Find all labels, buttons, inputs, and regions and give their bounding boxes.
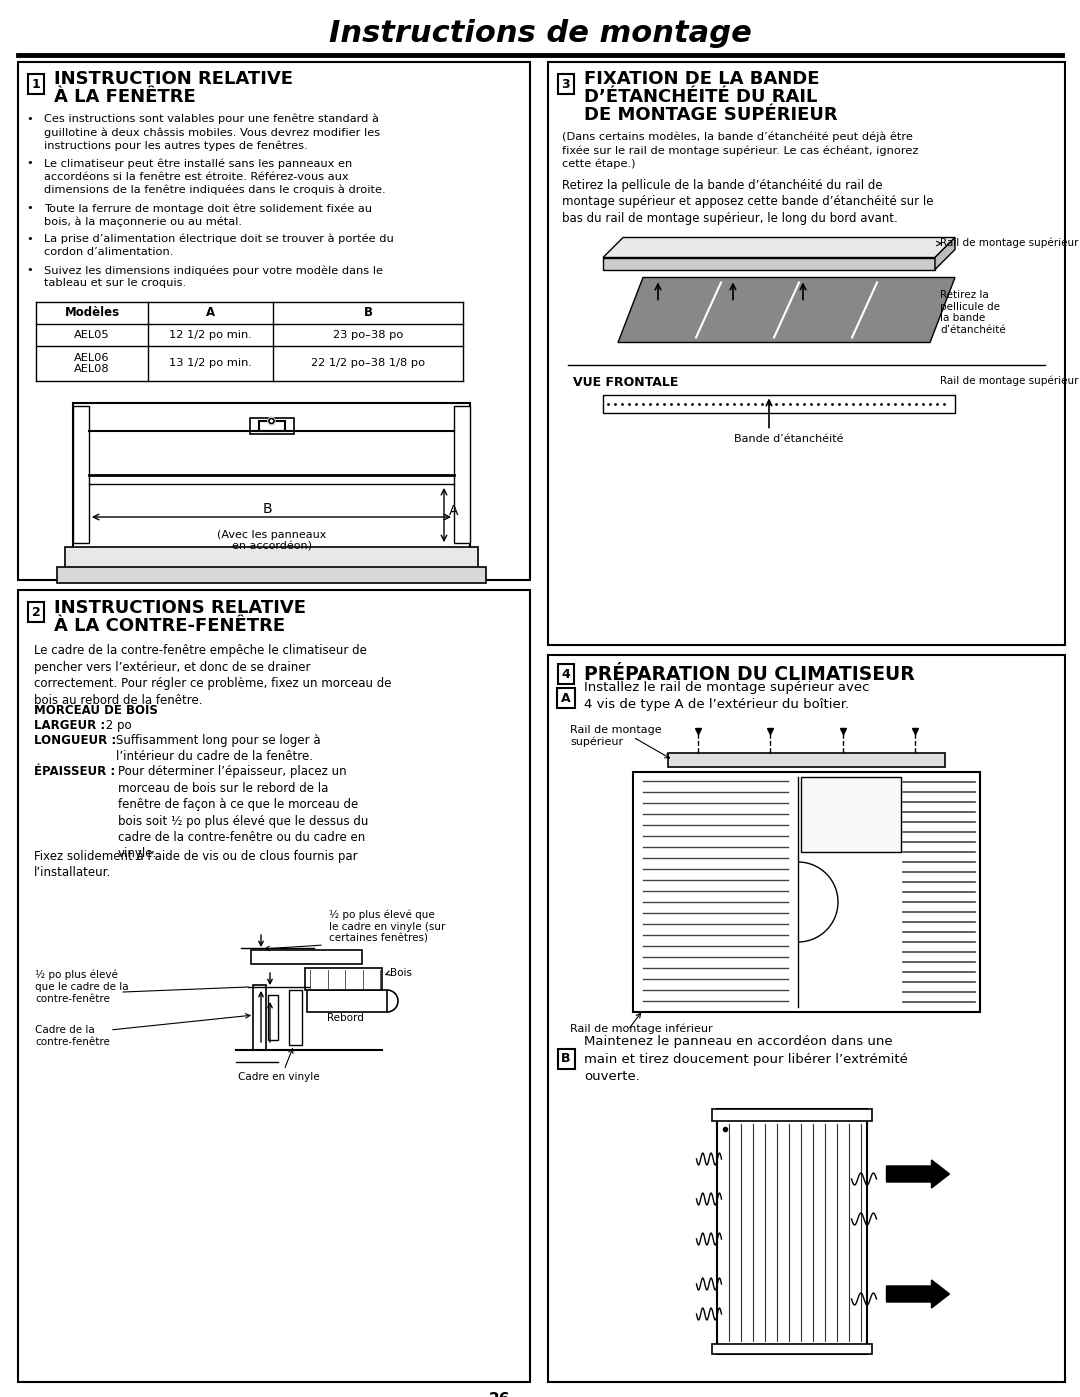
FancyArrow shape <box>887 1160 949 1187</box>
Text: •: • <box>27 158 33 169</box>
Bar <box>253 985 266 1051</box>
Text: 23 po–38 po: 23 po–38 po <box>333 330 403 339</box>
Text: AEL05: AEL05 <box>75 330 110 339</box>
Bar <box>18 590 530 1382</box>
Bar <box>73 407 89 543</box>
Text: INSTRUCTION RELATIVE: INSTRUCTION RELATIVE <box>54 70 293 88</box>
Circle shape <box>268 418 275 425</box>
Text: Fixez solidement à l’aide de vis ou de clous fournis par
l’installateur.: Fixez solidement à l’aide de vis ou de c… <box>33 849 357 880</box>
Text: FIXATION DE LA BANDE: FIXATION DE LA BANDE <box>584 70 820 88</box>
Text: Rail de montage supérieur: Rail de montage supérieur <box>940 237 1079 247</box>
Text: Suffisamment long pour se loger à
l’intérieur du cadre de la fenêtre.: Suffisamment long pour se loger à l’inté… <box>116 733 321 764</box>
Text: Cadre de la
contre-fenêtre: Cadre de la contre-fenêtre <box>35 1025 110 1046</box>
Text: Bande d’étanchéité: Bande d’étanchéité <box>734 434 843 444</box>
Text: Ces instructions sont valables pour une fenêtre standard à
guillotine à deux châ: Ces instructions sont valables pour une … <box>44 115 380 151</box>
Text: LARGEUR :: LARGEUR : <box>33 719 105 732</box>
Text: (Avec les panneaux
en accordéon): (Avec les panneaux en accordéon) <box>217 529 326 552</box>
Text: Rail de montage supérieur: Rail de montage supérieur <box>940 376 1079 386</box>
Bar <box>307 990 387 1011</box>
Text: ÉPAISSEUR :: ÉPAISSEUR : <box>33 766 116 778</box>
Text: A: A <box>449 504 459 518</box>
Bar <box>716 1109 866 1354</box>
Bar <box>712 1344 872 1354</box>
Text: •: • <box>27 115 33 124</box>
Bar <box>712 1109 872 1120</box>
Polygon shape <box>603 237 955 257</box>
Bar <box>289 990 302 1045</box>
Text: Rail de montage
supérieur: Rail de montage supérieur <box>570 725 662 747</box>
Text: 12 1/2 po min.: 12 1/2 po min. <box>170 330 252 339</box>
Bar <box>603 394 955 412</box>
Text: Retirez la pellicule de la bande d’étanchéité du rail de
montage supérieur et ap: Retirez la pellicule de la bande d’étanc… <box>562 179 933 225</box>
Bar <box>57 567 486 583</box>
Text: ½ po plus élevé
que le cadre de la
contre-fenêtre: ½ po plus élevé que le cadre de la contr… <box>35 970 129 1003</box>
Text: B: B <box>562 1052 570 1066</box>
Text: Retirez la
pellicule de
la bande
d’étanchéité: Retirez la pellicule de la bande d’étanc… <box>940 291 1005 335</box>
Text: •: • <box>27 203 33 212</box>
Bar <box>73 402 470 564</box>
Text: 26: 26 <box>489 1393 511 1397</box>
Bar <box>249 418 294 434</box>
Text: PRÉPARATION DU CLIMATISEUR: PRÉPARATION DU CLIMATISEUR <box>584 665 915 683</box>
Text: DE MONTAGE SUPÉRIEUR: DE MONTAGE SUPÉRIEUR <box>584 106 838 124</box>
Text: B: B <box>364 306 373 320</box>
Text: Cadre en vinyle: Cadre en vinyle <box>239 1071 320 1083</box>
Text: 2: 2 <box>31 605 40 619</box>
Text: ½ po plus élevé que
le cadre en vinyle (sur
certaines fenêtres): ½ po plus élevé que le cadre en vinyle (… <box>329 909 445 944</box>
Text: La prise d’alimentation électrique doit se trouver à portée du
cordon d’alimenta: La prise d’alimentation électrique doit … <box>44 235 394 257</box>
Bar <box>801 777 901 852</box>
Text: Bois: Bois <box>390 968 411 978</box>
Text: (Dans certains modèles, la bande d’étanchéité peut déjà être
fixée sur le rail d: (Dans certains modèles, la bande d’étanc… <box>562 131 918 169</box>
Bar <box>548 655 1065 1382</box>
Text: Instructions de montage: Instructions de montage <box>328 18 752 47</box>
Text: Rebord: Rebord <box>327 1013 364 1023</box>
Text: Le cadre de la contre-fenêtre empêche le climatiseur de
pencher vers l’extérieur: Le cadre de la contre-fenêtre empêche le… <box>33 644 391 707</box>
Bar <box>548 61 1065 645</box>
Text: A: A <box>206 306 215 320</box>
Text: 2 po: 2 po <box>102 719 132 732</box>
Text: 13 1/2 po min.: 13 1/2 po min. <box>168 359 252 369</box>
Polygon shape <box>618 278 955 342</box>
Bar <box>65 548 478 570</box>
Text: Installez le rail de montage supérieur avec
4 vis de type A de l’extérieur du bo: Installez le rail de montage supérieur a… <box>584 680 869 711</box>
Text: •: • <box>27 265 33 275</box>
Circle shape <box>268 418 275 425</box>
Text: 3: 3 <box>562 77 570 91</box>
Bar <box>268 995 278 1039</box>
Bar <box>669 753 945 767</box>
Text: •: • <box>27 235 33 244</box>
Bar <box>633 773 980 1011</box>
Bar <box>18 61 530 580</box>
Text: 1: 1 <box>31 77 40 91</box>
Text: VUE FRONTALE: VUE FRONTALE <box>573 376 678 388</box>
Text: Rail de montage inférieur: Rail de montage inférieur <box>570 1024 713 1035</box>
Polygon shape <box>935 237 955 270</box>
Text: À LA CONTRE-FENÊTRE: À LA CONTRE-FENÊTRE <box>54 617 285 636</box>
Text: 4: 4 <box>562 668 570 680</box>
Bar <box>454 407 470 543</box>
Text: 22 1/2 po–38 1/8 po: 22 1/2 po–38 1/8 po <box>311 359 426 369</box>
Text: B: B <box>262 502 272 515</box>
Bar <box>305 968 382 990</box>
Bar <box>258 420 284 432</box>
Text: AEL06
AEL08: AEL06 AEL08 <box>75 352 110 374</box>
Text: LONGUEUR :: LONGUEUR : <box>33 733 117 747</box>
Text: Maintenez le panneau en accordéon dans une
main et tirez doucement pour libérer : Maintenez le panneau en accordéon dans u… <box>584 1035 908 1083</box>
Bar <box>251 950 362 964</box>
Text: MORCEAU DE BOIS: MORCEAU DE BOIS <box>33 704 158 717</box>
Text: Toute la ferrure de montage doit être solidement fixée au
bois, à la maçonnerie : Toute la ferrure de montage doit être so… <box>44 203 372 226</box>
Text: INSTRUCTIONS RELATIVE: INSTRUCTIONS RELATIVE <box>54 599 306 617</box>
Text: Le climatiseur peut être installé sans les panneaux en
accordéons si la fenêtre : Le climatiseur peut être installé sans l… <box>44 158 386 196</box>
Text: Pour déterminer l’épaisseur, placez un
morceau de bois sur le rebord de la
fenêt: Pour déterminer l’épaisseur, placez un m… <box>118 766 368 861</box>
Bar <box>603 257 935 270</box>
Text: Modèles: Modèles <box>65 306 120 320</box>
Text: A: A <box>562 692 571 704</box>
Text: D’ÉTANCHÉITÉ DU RAIL: D’ÉTANCHÉITÉ DU RAIL <box>584 88 818 106</box>
Text: Suivez les dimensions indiquées pour votre modèle dans le
tableau et sur le croq: Suivez les dimensions indiquées pour vot… <box>44 265 383 288</box>
FancyArrow shape <box>887 1280 949 1308</box>
Text: À LA FENÊTRE: À LA FENÊTRE <box>54 88 195 106</box>
